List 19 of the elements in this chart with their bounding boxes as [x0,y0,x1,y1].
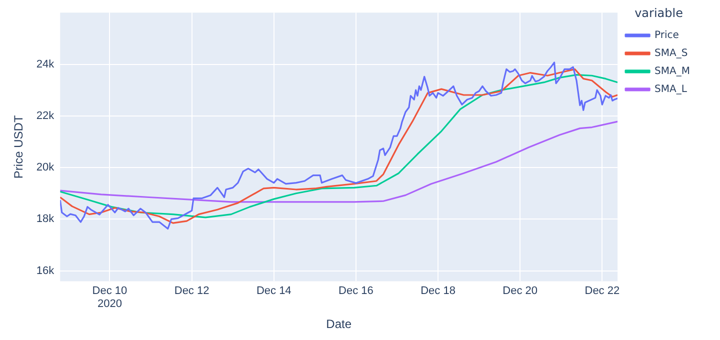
y-tick-label: 22k [36,110,55,122]
legend-label: SMA_L [654,84,688,95]
x-tick-label: Dec 22 [584,284,620,297]
y-tick-label: 24k [36,58,55,70]
legend-label: Price [654,30,679,41]
legend-label: SMA_M [654,66,690,77]
legend-title: variable [634,6,683,20]
x-tick-label: Dec 12 [174,284,210,297]
y-axis-title: Price USDT [12,114,26,179]
x-tick-label: Dec 16 [338,284,374,297]
y-tick-label: 18k [36,213,55,226]
x-tick-label: Dec 10 2020 [92,284,128,310]
x-axis-title: Date [326,317,352,332]
x-tick-label: Dec 14 [256,284,292,297]
x-tick-label: Dec 20 [502,284,538,297]
y-tick-label: 16k [36,264,55,277]
legend-label: SMA_S [654,48,688,59]
y-tick-label: 20k [36,162,55,174]
x-tick-label: Dec 18 [420,284,456,297]
